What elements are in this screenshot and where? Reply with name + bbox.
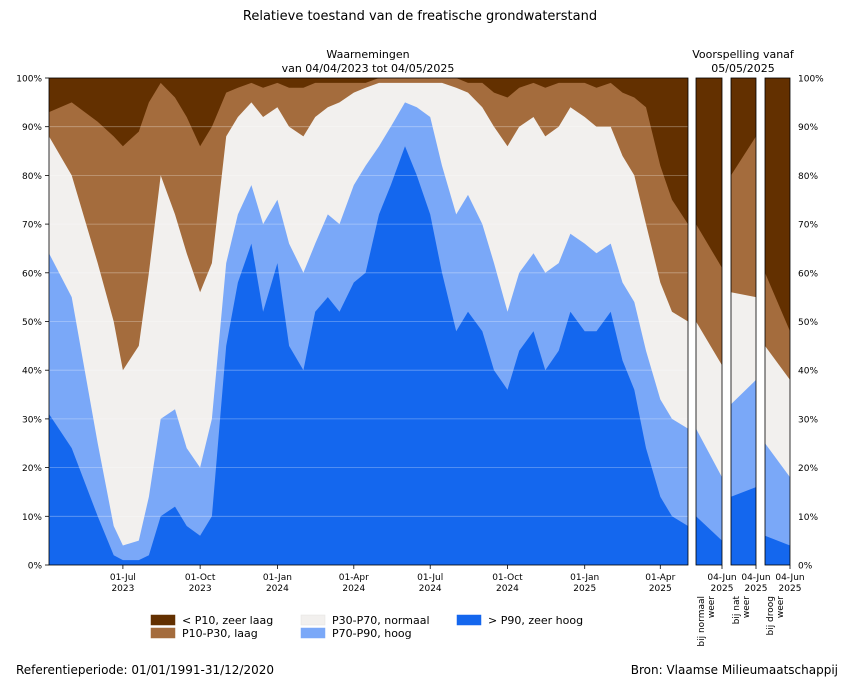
y-tick-label: 40% [22, 367, 42, 377]
y-tick-label-right: 100% [798, 75, 824, 85]
axes: 0% 0% 10% 10% 20% 20% 30% 30% 40% 40% 50% 50% 60% 60%… [16, 75, 824, 595]
forecast-x-tick-label: 04-Jun [707, 573, 736, 583]
forecast-scenario-label: bij droog weer [766, 596, 786, 636]
forecast-x-tick-label: 04-Jun [775, 573, 804, 583]
x-tick-year: 2024 [342, 584, 365, 594]
y-tick-label: 70% [22, 221, 42, 231]
x-tick-label: 01-Jul [110, 573, 136, 583]
forecast-header: Voorspelling vanaf [692, 48, 795, 61]
x-tick-label: 01-Apr [645, 573, 675, 583]
x-tick-label: 01-Jul [417, 573, 443, 583]
legend-swatch [150, 614, 176, 626]
legend-swatch [300, 627, 326, 639]
forecast-x-tick-year: 2025 [745, 584, 768, 594]
forecast-frame [764, 77, 791, 566]
scenario-label-line2: weer [707, 596, 717, 618]
y-tick-label-right: 60% [798, 269, 818, 279]
y-tick-label-right: 40% [798, 367, 818, 377]
x-tick-label: 01-Oct [492, 573, 523, 583]
y-tick-label: 10% [22, 513, 42, 523]
y-tick-label-right: 70% [798, 221, 818, 231]
x-tick-label: 01-Jan [263, 573, 292, 583]
y-tick-label: 50% [22, 318, 42, 328]
forecast-area-series-0 [765, 535, 790, 565]
forecast-x-tick-year: 2025 [711, 584, 734, 594]
forecast-x-tick-year: 2025 [779, 584, 802, 594]
forecast-start-date: 05/05/2025 [711, 62, 774, 75]
y-tick-label-right: 30% [798, 415, 818, 425]
forecast-x-tick-label: 04-Jun [741, 573, 770, 583]
legend-label: < P10, zeer laag [182, 614, 273, 627]
y-tick-label-right: 50% [798, 318, 818, 328]
scenario-label-line1: bij droog [766, 596, 776, 636]
x-tick-year: 2024 [419, 584, 442, 594]
y-tick-label: 60% [22, 269, 42, 279]
y-tick-label-right: 10% [798, 513, 818, 523]
x-tick-year: 2023 [111, 584, 134, 594]
legend-swatch [150, 627, 176, 639]
x-tick-label: 01-Oct [185, 573, 216, 583]
forecast-frame [695, 77, 723, 566]
legend-swatch [456, 614, 482, 626]
x-tick-year: 2023 [189, 584, 212, 594]
scenario-label-line1: bij normaal [697, 596, 707, 647]
x-tick-label: 01-Apr [339, 573, 369, 583]
y-tick-label: 80% [22, 172, 42, 182]
legend-label: P10-P30, laag [182, 627, 258, 640]
scenario-label-line2: weer [742, 596, 752, 618]
scenario-label-line1: bij nat [732, 596, 742, 625]
y-tick-label-right: 80% [798, 172, 818, 182]
y-tick-label: 100% [16, 75, 42, 85]
forecast-scenario-label: bij normaal weer [697, 596, 717, 647]
forecast-area-series-0 [731, 487, 756, 565]
x-tick-year: 2025 [573, 584, 596, 594]
y-tick-label-right: 0% [798, 562, 813, 572]
x-tick-year: 2024 [266, 584, 289, 594]
observations-plot [49, 78, 688, 566]
legend-label: P30-P70, normaal [332, 614, 430, 627]
y-tick-label-right: 20% [798, 464, 818, 474]
observations-header: Waarnemingen [326, 48, 409, 61]
reference-period: Referentieperiode: 01/01/1991-31/12/2020 [16, 663, 274, 677]
observations-period: van 04/04/2023 tot 04/05/2025 [282, 62, 455, 75]
scenario-label-line2: weer [776, 596, 786, 618]
forecast-area-series-1 [765, 443, 790, 565]
y-tick-label: 0% [28, 562, 43, 572]
x-tick-year: 2025 [649, 584, 672, 594]
x-tick-label: 01-Jan [570, 573, 599, 583]
y-tick-label-right: 90% [798, 123, 818, 133]
forecast-frame [730, 77, 757, 566]
chart-title: Relatieve toestand van de freatische gro… [243, 9, 597, 24]
y-tick-label: 90% [22, 123, 42, 133]
forecast-scenario-label: bij nat weer [732, 596, 752, 625]
area-series-0 [49, 146, 688, 565]
legend-label: > P90, zeer hoog [488, 614, 583, 627]
forecast-area-series-0 [696, 516, 722, 565]
y-tick-label: 20% [22, 464, 42, 474]
y-tick-label: 30% [22, 415, 42, 425]
data-source: Bron: Vlaamse Milieumaatschappij [631, 663, 838, 677]
legend-label: P70-P90, hoog [332, 627, 412, 640]
legend-swatch [300, 614, 326, 626]
x-tick-year: 2024 [496, 584, 519, 594]
